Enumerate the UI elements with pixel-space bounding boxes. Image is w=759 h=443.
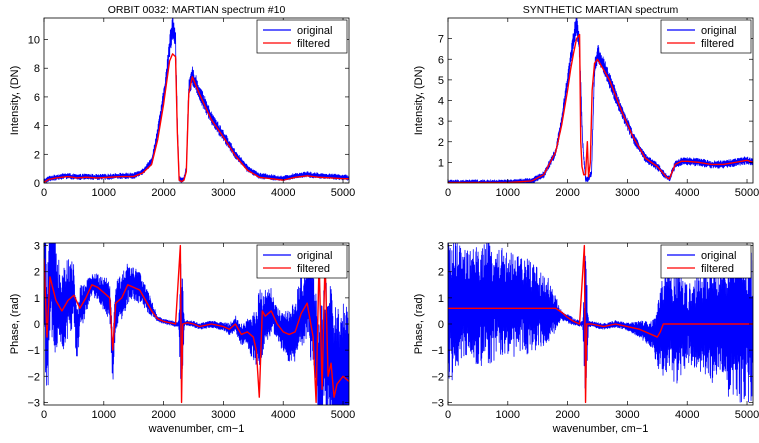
legend-label-original: original	[297, 25, 332, 37]
subplot-3: 0 1000 2000 3000 4000 5000 −3 −2 −1 0 1 2 3 Phase, (r…	[9, 241, 355, 435]
legend-label-original: original	[297, 250, 332, 262]
x-tick-label: 2000	[555, 187, 579, 199]
y-tick-label: 7	[438, 34, 444, 46]
y-axis-label: Intensity, (DN)	[9, 66, 21, 135]
series-line-filtered	[44, 53, 349, 183]
x-tick-label: 4000	[271, 409, 295, 421]
y-tick-label: 4	[438, 96, 444, 108]
y-tick-label: 0	[438, 319, 444, 331]
chart-title: ORBIT 0032: MARTIAN spectrum #10	[108, 4, 286, 16]
x-tick-label: 3000	[615, 409, 639, 421]
legend-box	[660, 19, 752, 54]
y-tick-label: 1	[34, 293, 40, 305]
y-tick-label: 2	[34, 267, 40, 279]
y-tick-label: 8	[34, 63, 40, 75]
x-tick-label: 1000	[92, 409, 116, 421]
x-tick-label: 2000	[151, 187, 175, 199]
y-tick-label: 3	[438, 241, 444, 253]
y-tick-label: −1	[27, 345, 40, 357]
y-tick-label: 6	[34, 92, 40, 104]
subplot-2: 0 1000 2000 3000 4000 5000 1 2 3 4 5 6 7 SYNTHETIC MA…	[413, 4, 759, 199]
x-tick-label: 0	[445, 409, 451, 421]
legend-label-filtered: filtered	[297, 263, 330, 275]
y-tick-label: 2	[438, 267, 444, 279]
series-line-filtered	[448, 244, 753, 404]
legend-box	[256, 244, 348, 279]
x-tick-label: 0	[41, 409, 47, 421]
y-tick-label: −2	[27, 371, 40, 383]
axes-frame	[43, 17, 350, 184]
series-line-original	[448, 243, 753, 403]
y-tick-label: 0	[34, 178, 40, 190]
x-tick-label: 3000	[615, 187, 639, 199]
y-axis-label: Phase, (rad)	[413, 294, 425, 355]
legend-label-original: original	[701, 250, 736, 262]
chart-title: SYNTHETIC MARTIAN spectrum	[523, 4, 679, 16]
y-axis-label: Phase, (rad)	[9, 294, 21, 355]
x-tick-label: 3000	[211, 409, 235, 421]
y-tick-label: 10	[28, 35, 40, 47]
x-tick-label: 5000	[331, 409, 355, 421]
y-tick-label: 6	[438, 54, 444, 66]
x-tick-label: 1000	[496, 187, 520, 199]
x-axis-label: wavenumber, cm−1	[148, 423, 245, 435]
x-tick-label: 3000	[211, 187, 235, 199]
subplot-4: 0 1000 2000 3000 4000 5000 −3 −2 −1 0 1 2 3 Phase, (r…	[413, 241, 759, 435]
y-tick-label: −3	[27, 397, 40, 409]
y-axis-label: Intensity, (DN)	[413, 66, 425, 135]
y-tick-label: 1	[438, 293, 444, 305]
x-tick-label: 2000	[151, 409, 175, 421]
x-tick-label: 1000	[496, 409, 520, 421]
legend-label-original: original	[701, 25, 736, 37]
y-tick-label: −1	[431, 345, 444, 357]
y-tick-label: 3	[438, 116, 444, 128]
series-line-filtered	[448, 33, 753, 183]
x-tick-label: 0	[41, 187, 47, 199]
x-tick-label: 4000	[271, 187, 295, 199]
x-tick-label: 4000	[675, 187, 699, 199]
x-tick-label: 5000	[735, 187, 759, 199]
x-tick-label: 5000	[735, 409, 759, 421]
x-tick-label: 1000	[92, 187, 116, 199]
y-tick-label: −2	[431, 371, 444, 383]
y-tick-label: 4	[34, 121, 40, 133]
y-tick-label: 1	[438, 157, 444, 169]
subplot-1: 0 1000 2000 3000 4000 5000 0 2 4 6 8 10 ORBIT 0032: …	[9, 4, 355, 199]
legend-label-filtered: filtered	[701, 38, 734, 50]
y-tick-label: −3	[431, 397, 444, 409]
legend-box	[660, 244, 752, 279]
x-axis-label: wavenumber, cm−1	[552, 423, 649, 435]
x-tick-label: 5000	[331, 187, 355, 199]
y-tick-label: 2	[438, 137, 444, 149]
x-tick-label: 4000	[675, 409, 699, 421]
legend-label-filtered: filtered	[297, 38, 330, 50]
y-tick-label: 3	[34, 241, 40, 253]
y-tick-label: 5	[438, 75, 444, 87]
x-tick-label: 2000	[555, 409, 579, 421]
x-tick-label: 0	[445, 187, 451, 199]
y-tick-label: 2	[34, 149, 40, 161]
legend-box	[256, 19, 348, 54]
y-tick-label: 0	[34, 319, 40, 331]
legend-label-filtered: filtered	[701, 263, 734, 275]
series-line-filtered	[44, 244, 349, 404]
